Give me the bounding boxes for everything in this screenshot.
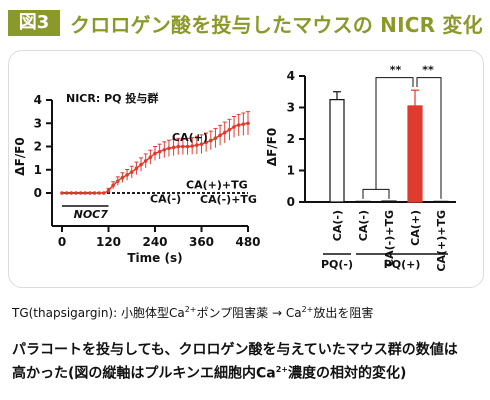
line-y-tick-label: 1 [34, 163, 42, 177]
bar-y-tick-label: 0 [287, 195, 295, 209]
group-label: PQ(+) [384, 258, 421, 271]
bar-category-label: CA(-) [357, 210, 370, 241]
figure-caption: パラコートを投与しても、クロロゲン酸を与えていたマウス群の数値は 高かった(図の… [12, 340, 482, 384]
line-x-tick-label: 360 [189, 235, 214, 249]
figure-title: クロロゲン酸を投与したマウスの NICR 変化 [70, 13, 483, 37]
bar-y-tick-label: 3 [287, 101, 295, 115]
bar-group-bracket [362, 188, 390, 199]
tg-note-sup2: 2+ [301, 305, 314, 314]
chart-panel [8, 50, 484, 288]
series-label-ca-minus: CA(-) [150, 192, 181, 205]
significance-bracket [416, 77, 442, 199]
line-x-axis-label: Time (s) [127, 251, 182, 265]
caption-sup: 2+ [275, 365, 288, 374]
bar-y-tick-label: 4 [287, 69, 295, 83]
figure-header: 図3 クロロゲン酸を投与したマウスの NICR 変化 [0, 0, 490, 44]
series-label-ca-plus: CA(+) [172, 131, 208, 144]
bar-category-label: CA(+)+TG [435, 210, 448, 272]
line-y-tick-label: 0 [34, 186, 42, 200]
bar [407, 105, 423, 203]
bar-y-tick-label: 2 [287, 132, 295, 146]
line-x-tick-label: 0 [58, 235, 66, 249]
significance-mark: ** [422, 64, 434, 77]
line-y-tick-label: 2 [34, 140, 42, 154]
line-x-tick-label: 240 [142, 235, 167, 249]
bar-category-label: CA(+) [409, 210, 422, 246]
significance-mark: ** [390, 64, 402, 77]
tg-note-middle: ポンプ阻害薬 → Ca [196, 306, 302, 320]
caption-line-1: パラコートを投与しても、クロロゲン酸を与えていたマウス群の数値は [12, 342, 458, 358]
bar-category-label: CA(-) [331, 210, 344, 241]
caption-line-2b: 濃度の相対的変化) [287, 365, 407, 382]
significance-bracket [375, 77, 414, 190]
tg-note-prefix: TG(thapsigargin): 小胞体型Ca [12, 306, 185, 320]
group-label: PQ(-) [321, 258, 353, 271]
line-y-axis-label: ΔF/F0 [13, 137, 27, 175]
bar-y-tick-label: 1 [287, 164, 295, 178]
series-label-ca-minus-tg: CA(-)+TG [200, 193, 257, 206]
bar [355, 200, 371, 203]
caption-line-2a: 高かった(図の縦軸はプルキンエ細胞内Ca [12, 365, 276, 382]
line-x-tick-label: 480 [235, 235, 260, 249]
caption-line-2: 高かった(図の縦軸はプルキンエ細胞内Ca2+濃度の相対的変化) [12, 360, 482, 384]
tg-note-suffix: 放出を阻害 [313, 306, 374, 320]
series-label-ca-plus-tg: CA(+)+TG [186, 178, 248, 191]
line-chart-title: NICR: PQ 投与群 [66, 91, 158, 105]
figure-badge: 図3 [8, 10, 60, 36]
bar [381, 200, 397, 203]
stimulus-label: NOC7 [74, 208, 109, 221]
line-series-ca-plus [62, 122, 249, 194]
bar-category-label: CA(-)+TG [383, 210, 396, 267]
bar [433, 200, 449, 203]
line-y-tick-label: 3 [34, 116, 42, 130]
tg-note-sup1: 2+ [184, 305, 197, 314]
line-x-tick-label: 120 [96, 235, 121, 249]
bar-y-axis-label: ΔF/F0 [265, 128, 279, 166]
line-y-tick-label: 4 [34, 93, 42, 107]
bar [329, 99, 345, 203]
tg-note: TG(thapsigargin): 小胞体型Ca2+ポンプ阻害薬 → Ca2+放… [12, 304, 373, 321]
